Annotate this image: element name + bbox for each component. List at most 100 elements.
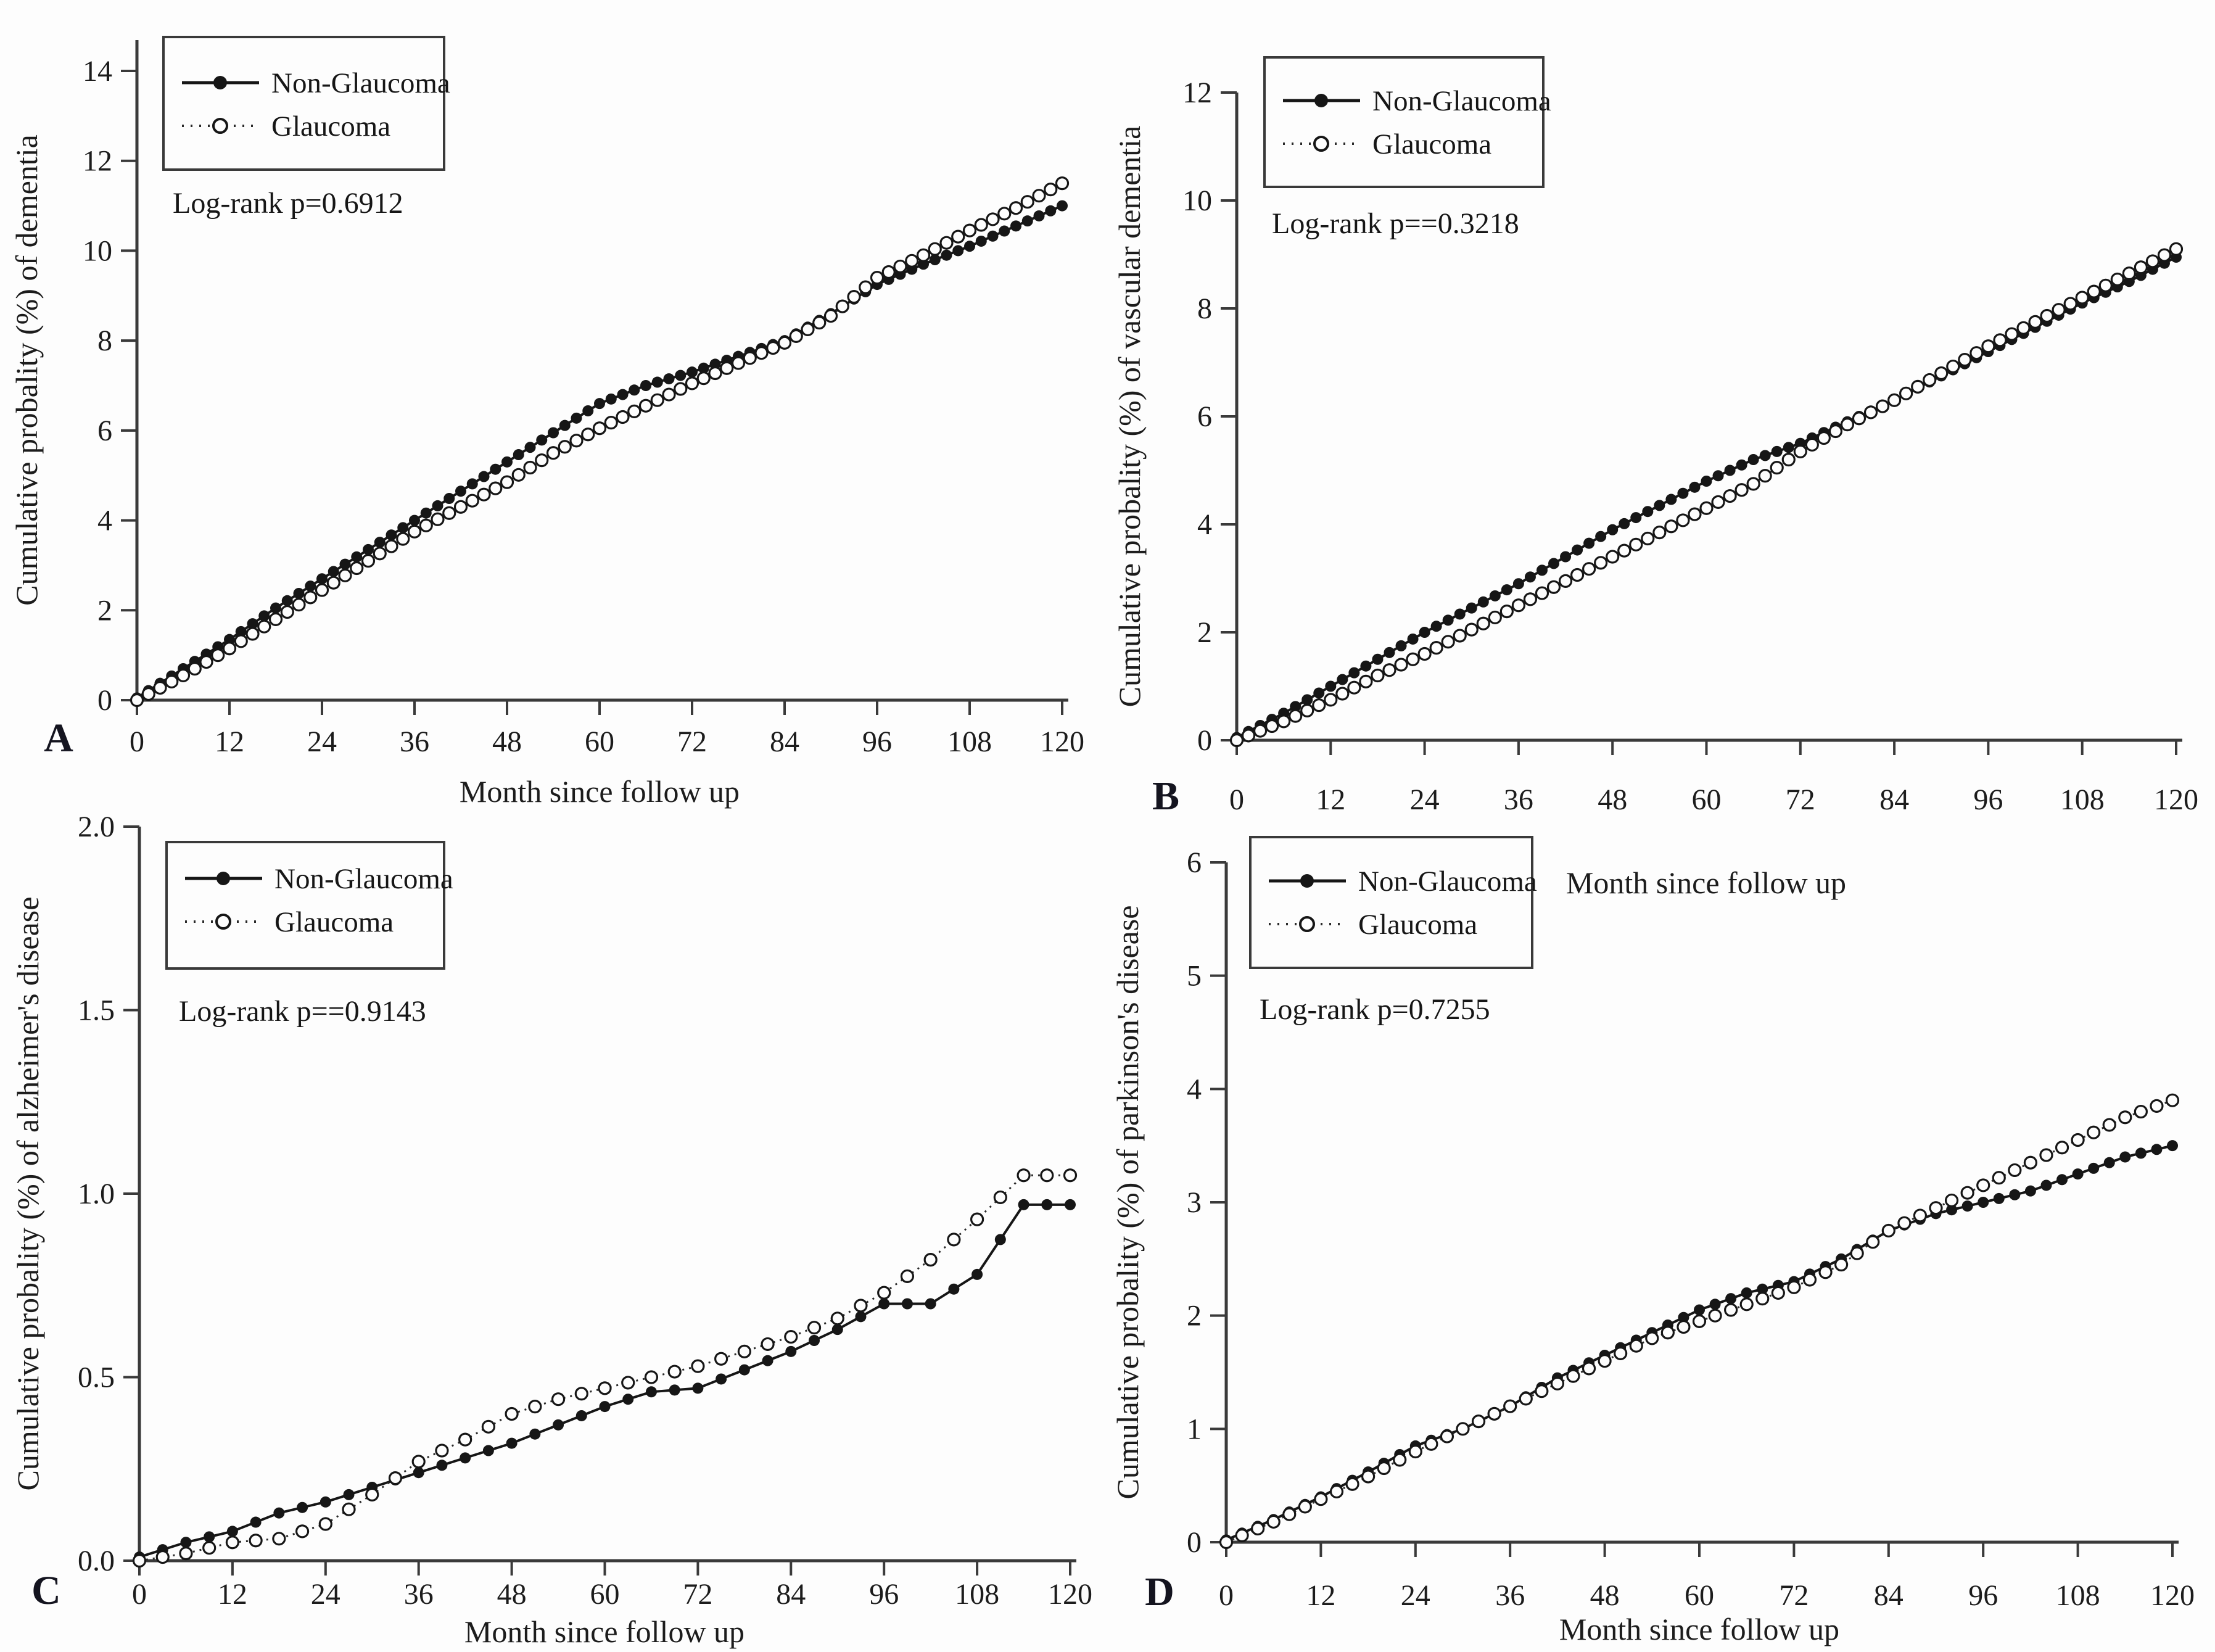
y-tick-label: 5 — [1187, 960, 1202, 993]
glaucoma-marker — [604, 416, 618, 430]
glaucoma-marker — [1929, 1201, 1943, 1215]
glaucoma-marker — [1652, 526, 1667, 540]
y-axis-label: Cumulative probality (%) of parkinson's … — [1110, 906, 1145, 1500]
non-glaucoma-marker — [738, 1364, 750, 1376]
glaucoma-marker — [777, 336, 792, 350]
glaucoma-marker — [153, 680, 167, 695]
glaucoma-marker — [419, 518, 433, 532]
logrank-text: Log-rank p=0.7255 — [1260, 993, 1490, 1026]
glaucoma-marker — [155, 1550, 170, 1564]
non-glaucoma-marker — [629, 384, 640, 396]
glaucoma-marker — [489, 481, 503, 495]
non-glaucoma-marker — [413, 1467, 424, 1479]
non-glaucoma-marker — [2040, 1179, 2052, 1191]
non-glaucoma-marker — [1290, 701, 1301, 712]
legend-label-glaucoma: Glaucoma — [274, 906, 394, 938]
glaucoma-marker — [2055, 1141, 2069, 1155]
non-glaucoma-marker — [971, 1268, 983, 1280]
non-glaucoma-marker — [1694, 1304, 1705, 1316]
non-glaucoma-marker — [651, 376, 663, 388]
non-glaucoma-marker — [1301, 694, 1313, 706]
glaucoma-marker — [2122, 266, 2136, 281]
series-d — [1219, 1093, 2180, 1550]
glaucoma-marker — [1511, 598, 1525, 613]
glaucoma-marker — [2110, 272, 2124, 287]
glaucoma-marker — [1345, 1477, 1359, 1491]
glaucoma-marker — [662, 387, 676, 402]
non-glaucoma-marker — [1783, 442, 1794, 453]
x-tick-label: 12 — [215, 725, 244, 758]
non-glaucoma-marker — [1978, 1197, 1989, 1208]
glaucoma-marker — [1699, 501, 1714, 515]
glaucoma-marker — [881, 265, 896, 279]
glaucoma-marker — [1359, 674, 1373, 688]
glaucoma-marker — [1550, 1376, 1564, 1390]
non-glaucoma-marker — [1372, 653, 1384, 665]
non-glaucoma-marker — [2009, 1189, 2021, 1200]
glaucoma-marker — [176, 668, 191, 683]
legend: Non-Glaucoma Glaucoma — [162, 36, 450, 171]
non-glaucoma-marker — [1712, 470, 1724, 482]
y-tick-label: 4 — [1187, 1073, 1202, 1105]
glaucoma-marker — [2087, 284, 2101, 299]
non-glaucoma-marker — [460, 1452, 471, 1464]
glaucoma-marker — [784, 1329, 798, 1344]
non-glaucoma-marker — [831, 1324, 843, 1336]
legend-box — [165, 841, 445, 970]
glaucoma-marker — [621, 1376, 635, 1390]
x-tick-label: 24 — [307, 725, 337, 758]
legend-label-non-glaucoma: Non-Glaucoma — [1358, 865, 1537, 898]
non-glaucoma-marker — [524, 442, 536, 453]
non-glaucoma-marker — [1065, 1199, 1076, 1210]
x-tick-label: 60 — [1692, 783, 1722, 816]
glaucoma-marker — [338, 568, 352, 582]
glaucoma-marker — [1899, 386, 1913, 400]
non-glaucoma-marker — [698, 362, 709, 374]
x-tick-label: 84 — [1879, 783, 1909, 816]
x-tick-label: 0 — [1229, 783, 1244, 816]
glaucoma-marker — [2098, 278, 2113, 292]
glaucoma-marker — [141, 687, 155, 701]
glaucoma-marker — [1629, 537, 1643, 551]
glaucoma-marker — [1417, 646, 1432, 661]
glaucoma-marker — [1897, 1216, 1912, 1230]
glaucoma-marker — [199, 655, 213, 669]
glaucoma-marker — [592, 421, 607, 436]
x-tick-label: 12 — [218, 1578, 247, 1611]
glaucoma-marker — [1944, 1193, 1959, 1208]
non-glaucoma-marker — [1477, 596, 1489, 608]
non-glaucoma-marker — [420, 507, 432, 519]
glaucoma-marker — [1441, 635, 1455, 649]
legend: Non-Glaucoma Glaucoma — [165, 841, 453, 970]
glaucoma-marker — [384, 539, 398, 553]
non-glaucoma-marker — [2151, 1144, 2163, 1155]
glaucoma-marker — [500, 475, 514, 489]
y-tick-label: 6 — [1197, 400, 1212, 433]
glaucoma-marker — [1032, 189, 1046, 203]
glaucoma-marker — [627, 404, 641, 418]
non-glaucoma-marker — [1709, 1299, 1721, 1310]
y-tick-label: 1 — [1187, 1413, 1202, 1445]
glaucoma-marker — [558, 440, 572, 454]
glaucoma-marker — [2063, 297, 2077, 311]
glaucoma-marker — [458, 1432, 472, 1447]
series-a — [130, 176, 1070, 708]
non-glaucoma-marker — [1021, 215, 1033, 227]
non-glaucoma-marker — [250, 1516, 262, 1528]
glaucoma-marker — [997, 207, 1012, 221]
open-circle-icon — [212, 118, 228, 134]
non-glaucoma-marker — [1010, 220, 1021, 232]
y-tick-label: 1.5 — [78, 994, 115, 1027]
glaucoma-marker — [970, 1212, 984, 1226]
glaucoma-marker — [1724, 1303, 1738, 1317]
glaucoma-marker — [974, 218, 988, 232]
non-glaucoma-marker — [351, 551, 363, 563]
non-glaucoma-marker — [1395, 640, 1407, 651]
glaucoma-marker — [1361, 1469, 1376, 1484]
glaucoma-marker — [130, 693, 144, 708]
open-circle-icon — [1299, 916, 1315, 932]
x-tick-label: 108 — [947, 725, 992, 758]
non-glaucoma-marker — [1407, 633, 1419, 645]
